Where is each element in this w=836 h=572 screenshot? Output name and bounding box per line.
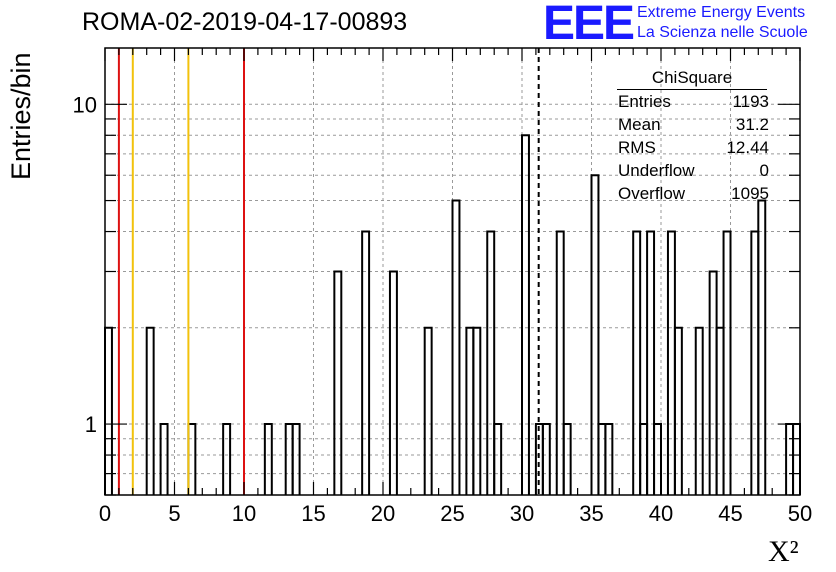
stats-row-rms: RMS 12.44 <box>612 136 777 159</box>
histogram-bar <box>465 326 475 495</box>
stats-row-entries: Entries 1193 <box>612 90 777 113</box>
histogram-bar <box>388 270 398 495</box>
histogram-bar <box>632 230 642 495</box>
histogram-bar <box>333 270 343 495</box>
x-tick-label: 45 <box>718 501 742 526</box>
x-tick-label: 15 <box>301 501 325 526</box>
histogram-bar <box>472 326 482 495</box>
histogram-bar <box>639 423 649 495</box>
eee-logo: EEE <box>543 0 635 50</box>
histogram-bar <box>792 423 801 495</box>
stats-label: Overflow <box>618 184 686 203</box>
stats-row-mean: Mean 31.2 <box>612 113 777 136</box>
x-tick-label: 40 <box>649 501 673 526</box>
histogram-bar <box>451 199 461 495</box>
histogram-bar <box>590 174 600 495</box>
x-tick-label: 5 <box>168 501 180 526</box>
stats-name: ChiSquare <box>617 68 767 90</box>
histogram-bar <box>708 270 718 495</box>
histogram-bar <box>291 423 301 495</box>
histogram-bar <box>785 423 795 495</box>
histogram-bar <box>187 423 197 495</box>
histogram-bar <box>493 423 503 495</box>
x-tick-label: 20 <box>371 501 395 526</box>
stats-row-overflow: Overflow 1095 <box>612 182 777 205</box>
x-tick-label: 35 <box>579 501 603 526</box>
histogram-bar <box>486 230 496 495</box>
histogram-bar <box>562 423 572 495</box>
histogram-bar <box>653 423 662 495</box>
stats-label: Mean <box>618 115 661 134</box>
histogram-bar <box>159 423 169 495</box>
stats-value: 1193 <box>732 92 769 111</box>
histogram-bar <box>715 326 725 495</box>
histogram-bar <box>722 230 732 495</box>
histogram-bar <box>521 134 530 495</box>
y-tick-label: 10 <box>73 92 97 117</box>
x-tick-label: 0 <box>99 501 111 526</box>
stats-value: 1095 <box>731 184 769 203</box>
y-tick-label: 1 <box>85 412 97 437</box>
stats-value: 12.44 <box>726 138 769 157</box>
histogram-bar <box>423 326 433 495</box>
histogram-bar <box>284 423 294 495</box>
x-tick-label: 25 <box>440 501 464 526</box>
y-axis-label: Entries/bin <box>6 52 36 180</box>
histogram-bar <box>555 230 565 495</box>
stats-label: Underflow <box>618 161 695 180</box>
histogram-bar <box>694 326 704 495</box>
histogram-bar <box>361 230 371 495</box>
histogram-bar <box>597 423 607 495</box>
logo-line-2: La Scienza nelle Scuole <box>637 24 808 41</box>
x-axis-label: X² <box>768 535 799 568</box>
stats-row-underflow: Underflow 0 <box>612 159 777 182</box>
x-tick-label: 30 <box>510 501 534 526</box>
histogram-bar <box>604 423 614 495</box>
histogram-bar <box>222 423 232 495</box>
stats-label: Entries <box>618 92 671 111</box>
histogram-bar <box>673 326 683 495</box>
x-tick-label: 10 <box>232 501 256 526</box>
stats-box: ChiSquare Entries 1193 Mean 31.2 RMS 12.… <box>612 68 777 205</box>
histogram-bar <box>263 423 273 495</box>
chart-title: ROMA-02-2019-04-17-00893 <box>82 8 408 36</box>
stats-value: 0 <box>759 161 769 180</box>
histogram-bar <box>757 199 767 495</box>
histogram-bar <box>646 230 656 495</box>
stats-label: RMS <box>618 138 656 157</box>
histogram-bar <box>541 423 551 495</box>
histogram-bar <box>104 326 113 495</box>
stats-value: 31.2 <box>735 115 769 134</box>
histogram-bar <box>145 326 155 495</box>
logo-line-1: Extreme Energy Events <box>637 4 806 21</box>
x-tick-label: 50 <box>788 501 812 526</box>
